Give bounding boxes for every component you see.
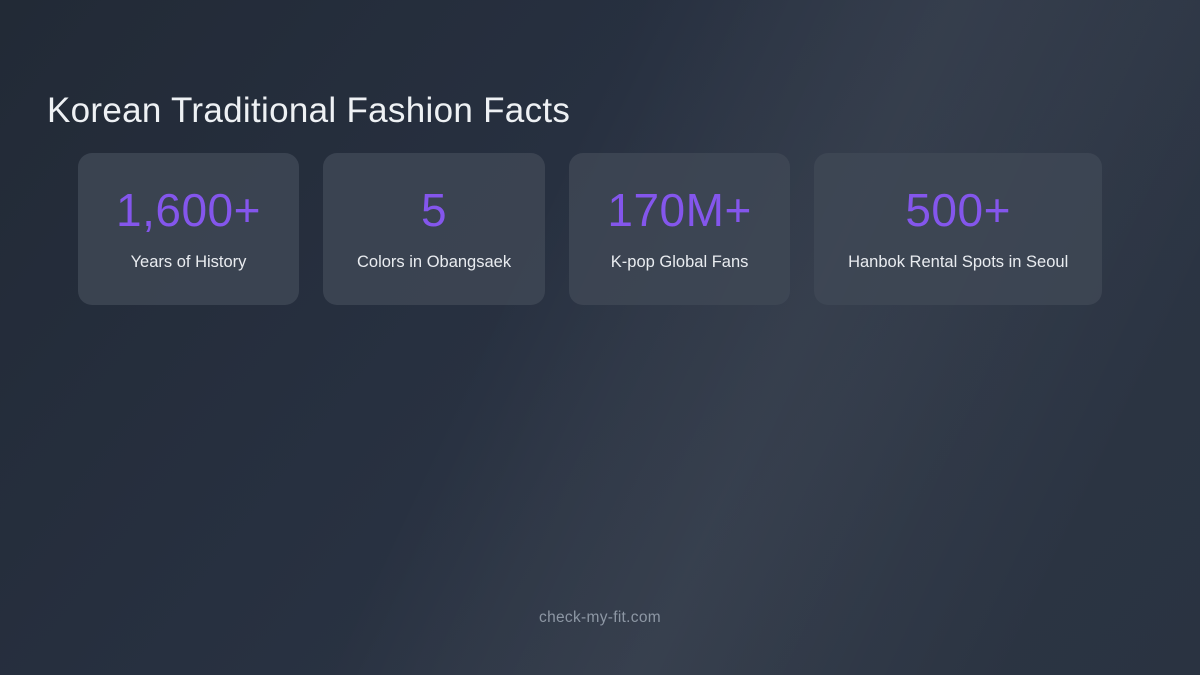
stat-value: 500+ (905, 183, 1011, 236)
footer-watermark: check-my-fit.com (539, 609, 661, 626)
stat-label: Colors in Obangsaek (357, 252, 512, 271)
stat-value: 1,600+ (116, 183, 261, 236)
stat-card-years-of-history: 1,600+ Years of History (78, 153, 299, 305)
stat-value: 170M+ (607, 183, 752, 236)
stat-label: Years of History (130, 252, 247, 271)
page-title: Korean Traditional Fashion Facts (47, 91, 571, 131)
stat-card-hanbok-rentals: 500+ Hanbok Rental Spots in Seoul (814, 153, 1103, 305)
stat-label: K-pop Global Fans (610, 252, 749, 271)
stat-card-obangsaek-colors: 5 Colors in Obangsaek (323, 153, 546, 305)
stat-value: 5 (421, 183, 448, 236)
stat-card-kpop-fans: 170M+ K-pop Global Fans (569, 153, 791, 305)
stat-label: Hanbok Rental Spots in Seoul (848, 252, 1069, 271)
stats-row: 1,600+ Years of History 5 Colors in Oban… (78, 153, 1103, 305)
